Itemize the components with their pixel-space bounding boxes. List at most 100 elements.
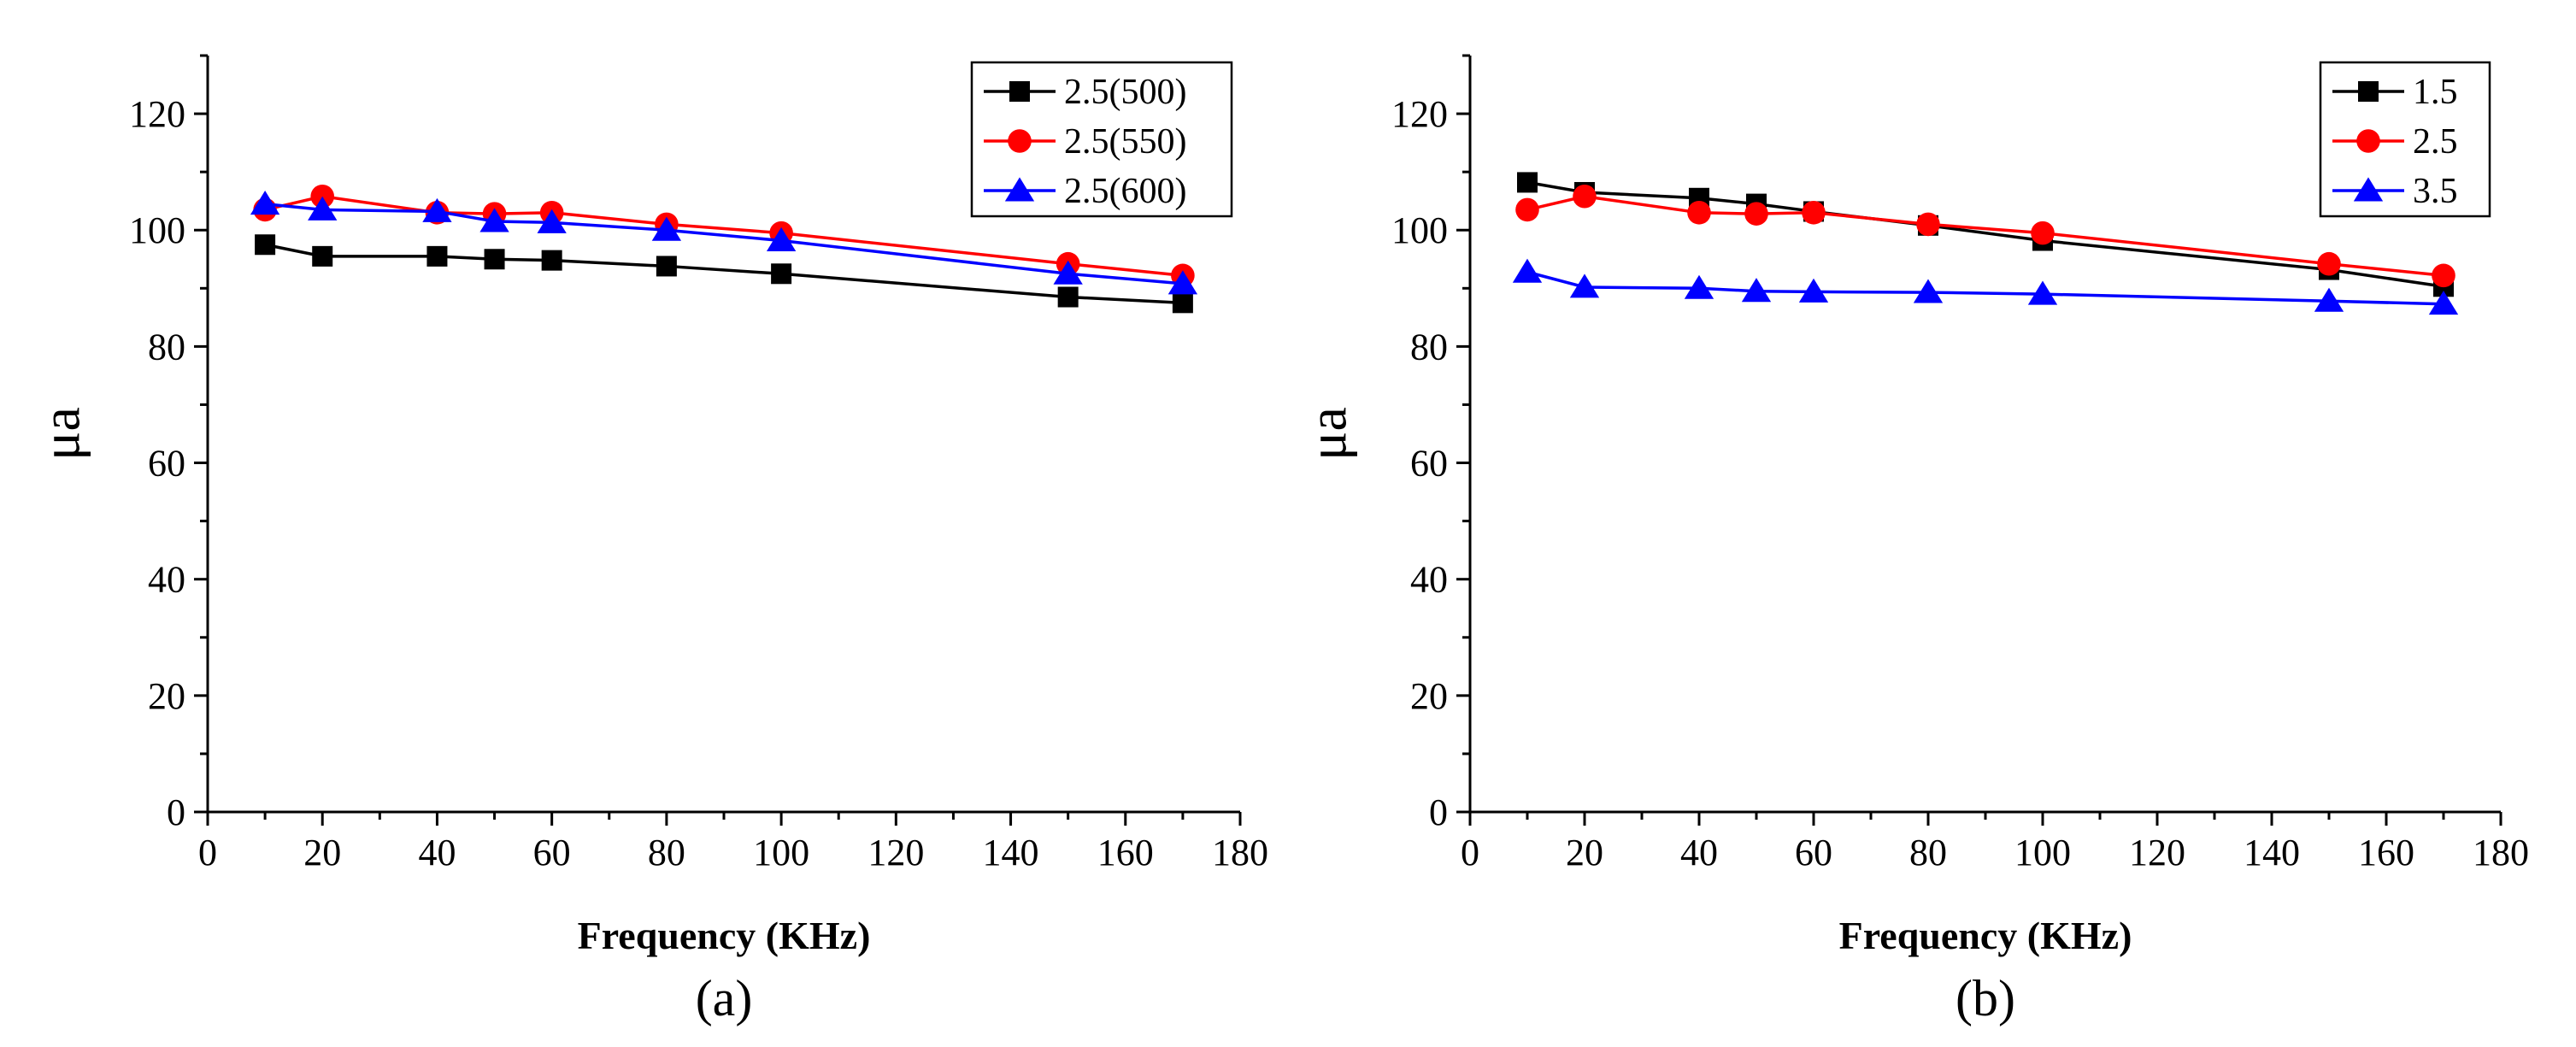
y-tick-label: 40 <box>1410 559 1448 601</box>
legend-label: 2.5(550) <box>1064 122 1186 162</box>
data-point <box>1573 184 1597 209</box>
chart-panel-a: 0 20 40 60 80 100 120 140 160 180 0 20 40 60 80 100 120 μ… <box>31 54 1268 1026</box>
data-point <box>2428 291 2459 315</box>
data-point <box>484 249 505 270</box>
series-line-2.5 <box>1526 194 2444 278</box>
x-tick-label: 160 <box>1097 832 1154 873</box>
x-tick-label: 60 <box>1795 832 1832 873</box>
y-tick-label: 20 <box>1410 675 1448 717</box>
data-point <box>1687 201 1711 225</box>
data-point <box>1172 292 1193 314</box>
legend-marker <box>1008 129 1032 153</box>
x-tick-label: 20 <box>1566 832 1603 873</box>
data-point <box>2314 287 2344 312</box>
y-tick-label: 0 <box>1429 791 1448 833</box>
x-tick-label: 120 <box>2129 832 2185 873</box>
legend-label: 2.5(500) <box>1064 73 1186 112</box>
chart-panel-b: 0 20 40 60 80 100 120 140 160 180 0 20 40 60 80 100 120 μ… <box>1297 54 2529 1026</box>
y-tick-label: 0 <box>167 791 185 833</box>
legend: 2.5(500) 2.5(550) 2.5(600) <box>970 61 1233 218</box>
x-tick-label: 180 <box>2473 832 2529 873</box>
legend-marker <box>2358 81 2379 102</box>
legend-label: 3.5 <box>2413 172 2458 211</box>
data-point <box>766 226 797 251</box>
legend-box <box>2319 61 2491 218</box>
data-point <box>1512 258 1543 283</box>
x-tick-label: 40 <box>1680 832 1718 873</box>
series-line-1.5 <box>1526 180 2444 288</box>
x-tick-label: 80 <box>648 832 685 873</box>
data-point <box>479 208 509 232</box>
x-tick-label: 60 <box>533 832 571 873</box>
x-tick-label: 160 <box>2358 832 2414 873</box>
legend-marker <box>2356 129 2380 153</box>
x-tick-label: 140 <box>983 832 1039 873</box>
data-point <box>255 234 276 256</box>
x-tick-label: 180 <box>1212 832 1268 873</box>
x-tick-label: 120 <box>867 832 924 873</box>
legend-marker <box>1004 177 1035 202</box>
data-point <box>656 256 677 277</box>
data-point <box>1057 286 1079 308</box>
data-point <box>1802 201 1826 225</box>
data-point <box>426 245 448 267</box>
data-point <box>2031 221 2055 245</box>
data-point <box>1913 279 1944 303</box>
data-point <box>771 263 792 285</box>
data-point <box>1053 260 1083 285</box>
x-tick-label: 0 <box>198 832 217 873</box>
x-tick-label: 80 <box>1909 832 1947 873</box>
y-tick-label: 40 <box>148 559 185 601</box>
legend-label: 2.5(600) <box>1064 172 1186 211</box>
x-tick-label: 140 <box>2244 832 2300 873</box>
legend: 1.5 2.5 3.5 <box>2319 61 2491 218</box>
series-line-2.5(500) <box>264 243 1183 305</box>
data-point <box>2317 251 2341 276</box>
data-point <box>1517 172 1538 193</box>
data-point <box>1684 274 1714 299</box>
legend-label: 2.5 <box>2413 122 2458 162</box>
legend-label: 1.5 <box>2413 73 2458 112</box>
data-point <box>1167 270 1198 295</box>
data-point <box>312 245 333 267</box>
data-point <box>651 216 682 241</box>
x-tick-label: 0 <box>1461 832 1479 873</box>
y-axis-label: μa <box>1297 407 1358 461</box>
x-axis-label: Frequency (KHz) <box>1839 914 2132 957</box>
data-point <box>1741 278 1772 303</box>
panel-label: (b) <box>1956 970 2015 1026</box>
y-tick-label: 60 <box>148 443 185 485</box>
data-point <box>2432 263 2455 288</box>
data-point <box>422 197 452 222</box>
panel-label: (a) <box>696 970 753 1026</box>
x-tick-label: 20 <box>303 832 341 873</box>
x-tick-label: 100 <box>753 832 809 873</box>
data-point <box>537 209 567 233</box>
y-tick-label: 60 <box>1410 443 1448 485</box>
legend-marker <box>2353 177 2384 202</box>
data-point <box>1744 202 1768 226</box>
data-point <box>1515 197 1539 222</box>
y-tick-label: 120 <box>1391 93 1448 135</box>
x-tick-label: 100 <box>2014 832 2071 873</box>
data-point <box>541 250 562 271</box>
data-point <box>250 190 280 215</box>
y-tick-label: 20 <box>148 675 185 717</box>
y-tick-label: 80 <box>148 326 185 368</box>
data-point <box>2027 280 2058 305</box>
y-tick-label: 100 <box>1391 209 1448 251</box>
y-tick-label: 120 <box>129 93 185 135</box>
data-point <box>1916 212 1940 237</box>
y-tick-label: 100 <box>129 209 185 251</box>
legend-marker <box>1009 81 1030 102</box>
x-axis-label: Frequency (KHz) <box>578 914 871 957</box>
data-point <box>310 184 335 209</box>
data-point <box>308 196 338 221</box>
x-tick-label: 40 <box>418 832 456 873</box>
data-point <box>1569 274 1600 298</box>
y-axis-label: μa <box>31 407 91 461</box>
series-line-3.5 <box>1526 270 2444 306</box>
data-point <box>1798 278 1829 303</box>
y-tick-label: 80 <box>1410 326 1448 368</box>
